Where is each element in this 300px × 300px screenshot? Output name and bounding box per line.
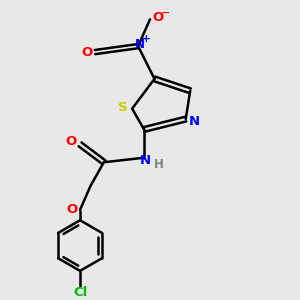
Text: +: + xyxy=(142,34,151,44)
Text: N: N xyxy=(135,38,145,51)
Text: H: H xyxy=(153,158,163,171)
Text: N: N xyxy=(140,154,151,167)
Text: O: O xyxy=(65,135,77,148)
Text: O: O xyxy=(81,46,92,59)
Text: S: S xyxy=(118,101,128,114)
Text: O: O xyxy=(66,203,77,216)
Text: O: O xyxy=(153,11,164,24)
Text: −: − xyxy=(161,8,170,18)
Text: N: N xyxy=(189,115,200,128)
Text: Cl: Cl xyxy=(73,286,87,299)
